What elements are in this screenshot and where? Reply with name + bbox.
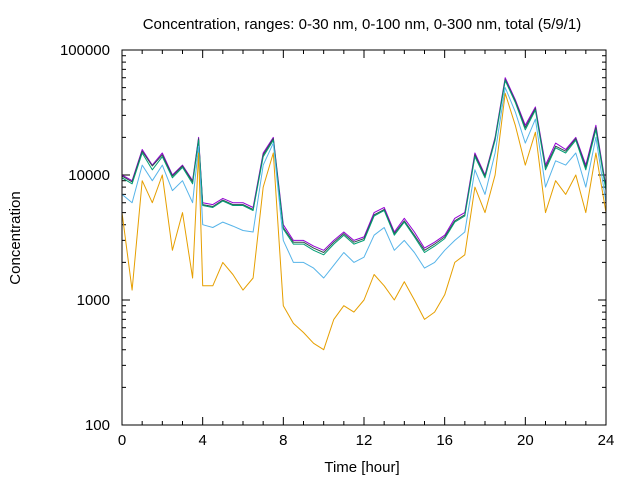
x-tick-label: 0	[118, 432, 126, 449]
x-tick-label: 24	[598, 432, 615, 449]
x-tick-label: 8	[279, 432, 287, 449]
y-tick-label: 100	[85, 417, 110, 434]
series-lines	[121, 77, 607, 351]
plot-frame	[121, 49, 607, 426]
axis-ticks: 0 4 8 12 16 20 24 100 1000 10000 100000	[60, 42, 614, 449]
y-axis-label: Concentration	[7, 191, 24, 284]
chart-title: Concentration, ranges: 0-30 nm, 0-100 nm…	[143, 16, 582, 33]
series-line-4	[121, 87, 607, 279]
series-line-5	[121, 92, 607, 351]
x-axis-label: Time [hour]	[324, 459, 399, 476]
x-tick-label: 12	[356, 432, 373, 449]
y-tick-label: 10000	[68, 167, 110, 184]
x-tick-label: 20	[517, 432, 534, 449]
x-tick-label: 4	[198, 432, 206, 449]
y-tick-label: 1000	[77, 292, 110, 309]
x-tick-label: 16	[436, 432, 453, 449]
y-tick-label: 100000	[60, 42, 110, 59]
